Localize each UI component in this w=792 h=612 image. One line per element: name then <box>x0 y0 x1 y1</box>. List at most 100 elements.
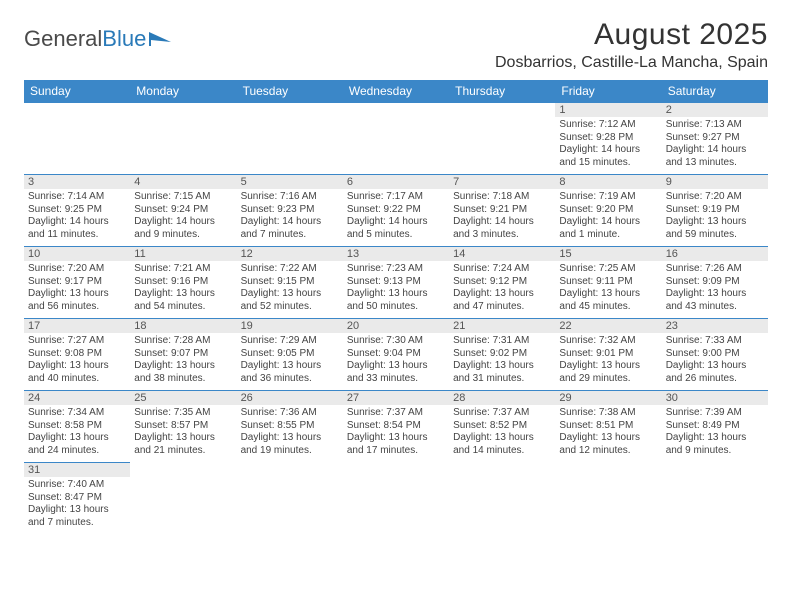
month-title: August 2025 <box>495 18 768 52</box>
sunrise-text: Sunrise: 7:22 AM <box>241 263 339 276</box>
daylight-text: Daylight: 14 hours <box>134 216 232 229</box>
daylight-text: Daylight: 14 hours <box>666 144 764 157</box>
calendar-day-cell: 2Sunrise: 7:13 AMSunset: 9:27 PMDaylight… <box>662 103 768 175</box>
sunrise-text: Sunrise: 7:20 AM <box>666 191 764 204</box>
daylight-text: Daylight: 13 hours <box>666 360 764 373</box>
sunset-text: Sunset: 8:54 PM <box>347 420 445 433</box>
sunset-text: Sunset: 9:08 PM <box>28 348 126 361</box>
sunrise-text: Sunrise: 7:37 AM <box>347 407 445 420</box>
calendar-day-cell: 7Sunrise: 7:18 AMSunset: 9:21 PMDaylight… <box>449 175 555 247</box>
day-number: 27 <box>343 391 449 405</box>
sunrise-text: Sunrise: 7:18 AM <box>453 191 551 204</box>
daylight-text: Daylight: 14 hours <box>453 216 551 229</box>
sunrise-text: Sunrise: 7:26 AM <box>666 263 764 276</box>
calendar-day-cell: 13Sunrise: 7:23 AMSunset: 9:13 PMDayligh… <box>343 247 449 319</box>
sunrise-text: Sunrise: 7:36 AM <box>241 407 339 420</box>
daylight-text: and 45 minutes. <box>559 301 657 314</box>
day-number: 22 <box>555 319 661 333</box>
daylight-text: Daylight: 13 hours <box>28 432 126 445</box>
sunset-text: Sunset: 9:02 PM <box>453 348 551 361</box>
calendar-day-cell: 27 Sunrise: 7:37 AMSunset: 8:54 PMDayligh… <box>343 391 449 463</box>
daylight-text: and 3 minutes. <box>453 229 551 242</box>
daylight-text: and 1 minute. <box>559 229 657 242</box>
sunset-text: Sunset: 9:24 PM <box>134 204 232 217</box>
daylight-text: Daylight: 13 hours <box>666 216 764 229</box>
calendar-day-cell: 20Sunrise: 7:30 AMSunset: 9:04 PMDayligh… <box>343 319 449 391</box>
day-number: 7 <box>449 175 555 189</box>
daylight-text: Daylight: 13 hours <box>134 360 232 373</box>
day-number: 13 <box>343 247 449 261</box>
day-number: 14 <box>449 247 555 261</box>
calendar-day-cell: 5Sunrise: 7:16 AMSunset: 9:23 PMDaylight… <box>237 175 343 247</box>
sunrise-text: Sunrise: 7:28 AM <box>134 335 232 348</box>
calendar-table: SundayMondayTuesdayWednesdayThursdayFrid… <box>24 80 768 535</box>
sunset-text: Sunset: 8:55 PM <box>241 420 339 433</box>
daylight-text: and 50 minutes. <box>347 301 445 314</box>
day-number: 15 <box>555 247 661 261</box>
sunset-text: Sunset: 9:17 PM <box>28 276 126 289</box>
sunrise-text: Sunrise: 7:24 AM <box>453 263 551 276</box>
sunrise-text: Sunrise: 7:31 AM <box>453 335 551 348</box>
daylight-text: and 24 minutes. <box>28 445 126 458</box>
sunset-text: Sunset: 9:11 PM <box>559 276 657 289</box>
daylight-text: Daylight: 13 hours <box>559 288 657 301</box>
calendar-day-cell: 26Sunrise: 7:36 AMSunset: 8:55 PMDayligh… <box>237 391 343 463</box>
header: GeneralBlue August 2025 Dosbarrios, Cast… <box>24 18 768 72</box>
sunset-text: Sunset: 8:47 PM <box>28 492 126 505</box>
day-number: 18 <box>130 319 236 333</box>
day-number: 2 <box>662 103 768 117</box>
daylight-text: and 40 minutes. <box>28 373 126 386</box>
logo-flag-icon <box>149 30 173 46</box>
day-number: 25 <box>130 391 236 405</box>
sunset-text: Sunset: 9:00 PM <box>666 348 764 361</box>
daylight-text: Daylight: 14 hours <box>559 216 657 229</box>
calendar-empty-cell <box>343 103 449 175</box>
sunrise-text: Sunrise: 7:37 AM <box>453 407 551 420</box>
daylight-text: and 9 minutes. <box>666 445 764 458</box>
day-number: 5 <box>237 175 343 189</box>
daylight-text: and 21 minutes. <box>134 445 232 458</box>
calendar-day-cell: 23Sunrise: 7:33 AMSunset: 9:00 PMDayligh… <box>662 319 768 391</box>
daylight-text: Daylight: 13 hours <box>134 432 232 445</box>
calendar-day-cell: 25Sunrise: 7:35 AMSunset: 8:57 PMDayligh… <box>130 391 236 463</box>
daylight-text: Daylight: 13 hours <box>453 360 551 373</box>
calendar-day-cell: 16Sunrise: 7:26 AMSunset: 9:09 PMDayligh… <box>662 247 768 319</box>
calendar-day-cell: 24Sunrise: 7:34 AMSunset: 8:58 PMDayligh… <box>24 391 130 463</box>
daylight-text: and 14 minutes. <box>453 445 551 458</box>
day-number: 31 <box>24 463 130 477</box>
daylight-text: and 15 minutes. <box>559 157 657 170</box>
calendar-empty-cell <box>24 103 130 175</box>
logo-text-a: General <box>24 26 102 52</box>
daylight-text: and 59 minutes. <box>666 229 764 242</box>
day-number: 26 <box>237 391 343 405</box>
calendar-empty-cell <box>130 103 236 175</box>
daylight-text: Daylight: 13 hours <box>347 432 445 445</box>
calendar-week-row: 17Sunrise: 7:27 AMSunset: 9:08 PMDayligh… <box>24 319 768 391</box>
calendar-day-cell: 10Sunrise: 7:20 AMSunset: 9:17 PMDayligh… <box>24 247 130 319</box>
location: Dosbarrios, Castille-La Mancha, Spain <box>495 54 768 72</box>
daylight-text: Daylight: 13 hours <box>666 288 764 301</box>
daylight-text: Daylight: 13 hours <box>28 504 126 517</box>
daylight-text: and 19 minutes. <box>241 445 339 458</box>
daylight-text: Daylight: 13 hours <box>134 288 232 301</box>
sunset-text: Sunset: 9:28 PM <box>559 132 657 145</box>
sunset-text: Sunset: 9:27 PM <box>666 132 764 145</box>
calendar-day-cell: 17Sunrise: 7:27 AMSunset: 9:08 PMDayligh… <box>24 319 130 391</box>
daylight-text: Daylight: 13 hours <box>28 288 126 301</box>
title-block: August 2025 Dosbarrios, Castille-La Manc… <box>495 18 768 72</box>
sunrise-text: Sunrise: 7:17 AM <box>347 191 445 204</box>
sunrise-text: Sunrise: 7:23 AM <box>347 263 445 276</box>
sunset-text: Sunset: 9:07 PM <box>134 348 232 361</box>
calendar-empty-cell <box>237 103 343 175</box>
calendar-week-row: 24Sunrise: 7:34 AMSunset: 8:58 PMDayligh… <box>24 391 768 463</box>
daylight-text: Daylight: 14 hours <box>559 144 657 157</box>
sunset-text: Sunset: 9:20 PM <box>559 204 657 217</box>
calendar-empty-cell <box>555 463 661 535</box>
calendar-day-cell: 31Sunrise: 7:40 AMSunset: 8:47 PMDayligh… <box>24 463 130 535</box>
calendar-day-cell: 21Sunrise: 7:31 AMSunset: 9:02 PMDayligh… <box>449 319 555 391</box>
weekday-header: Sunday <box>24 80 130 103</box>
sunrise-text: Sunrise: 7:27 AM <box>28 335 126 348</box>
calendar-day-cell: 3Sunrise: 7:14 AMSunset: 9:25 PMDaylight… <box>24 175 130 247</box>
sunset-text: Sunset: 9:25 PM <box>28 204 126 217</box>
sunset-text: Sunset: 9:04 PM <box>347 348 445 361</box>
